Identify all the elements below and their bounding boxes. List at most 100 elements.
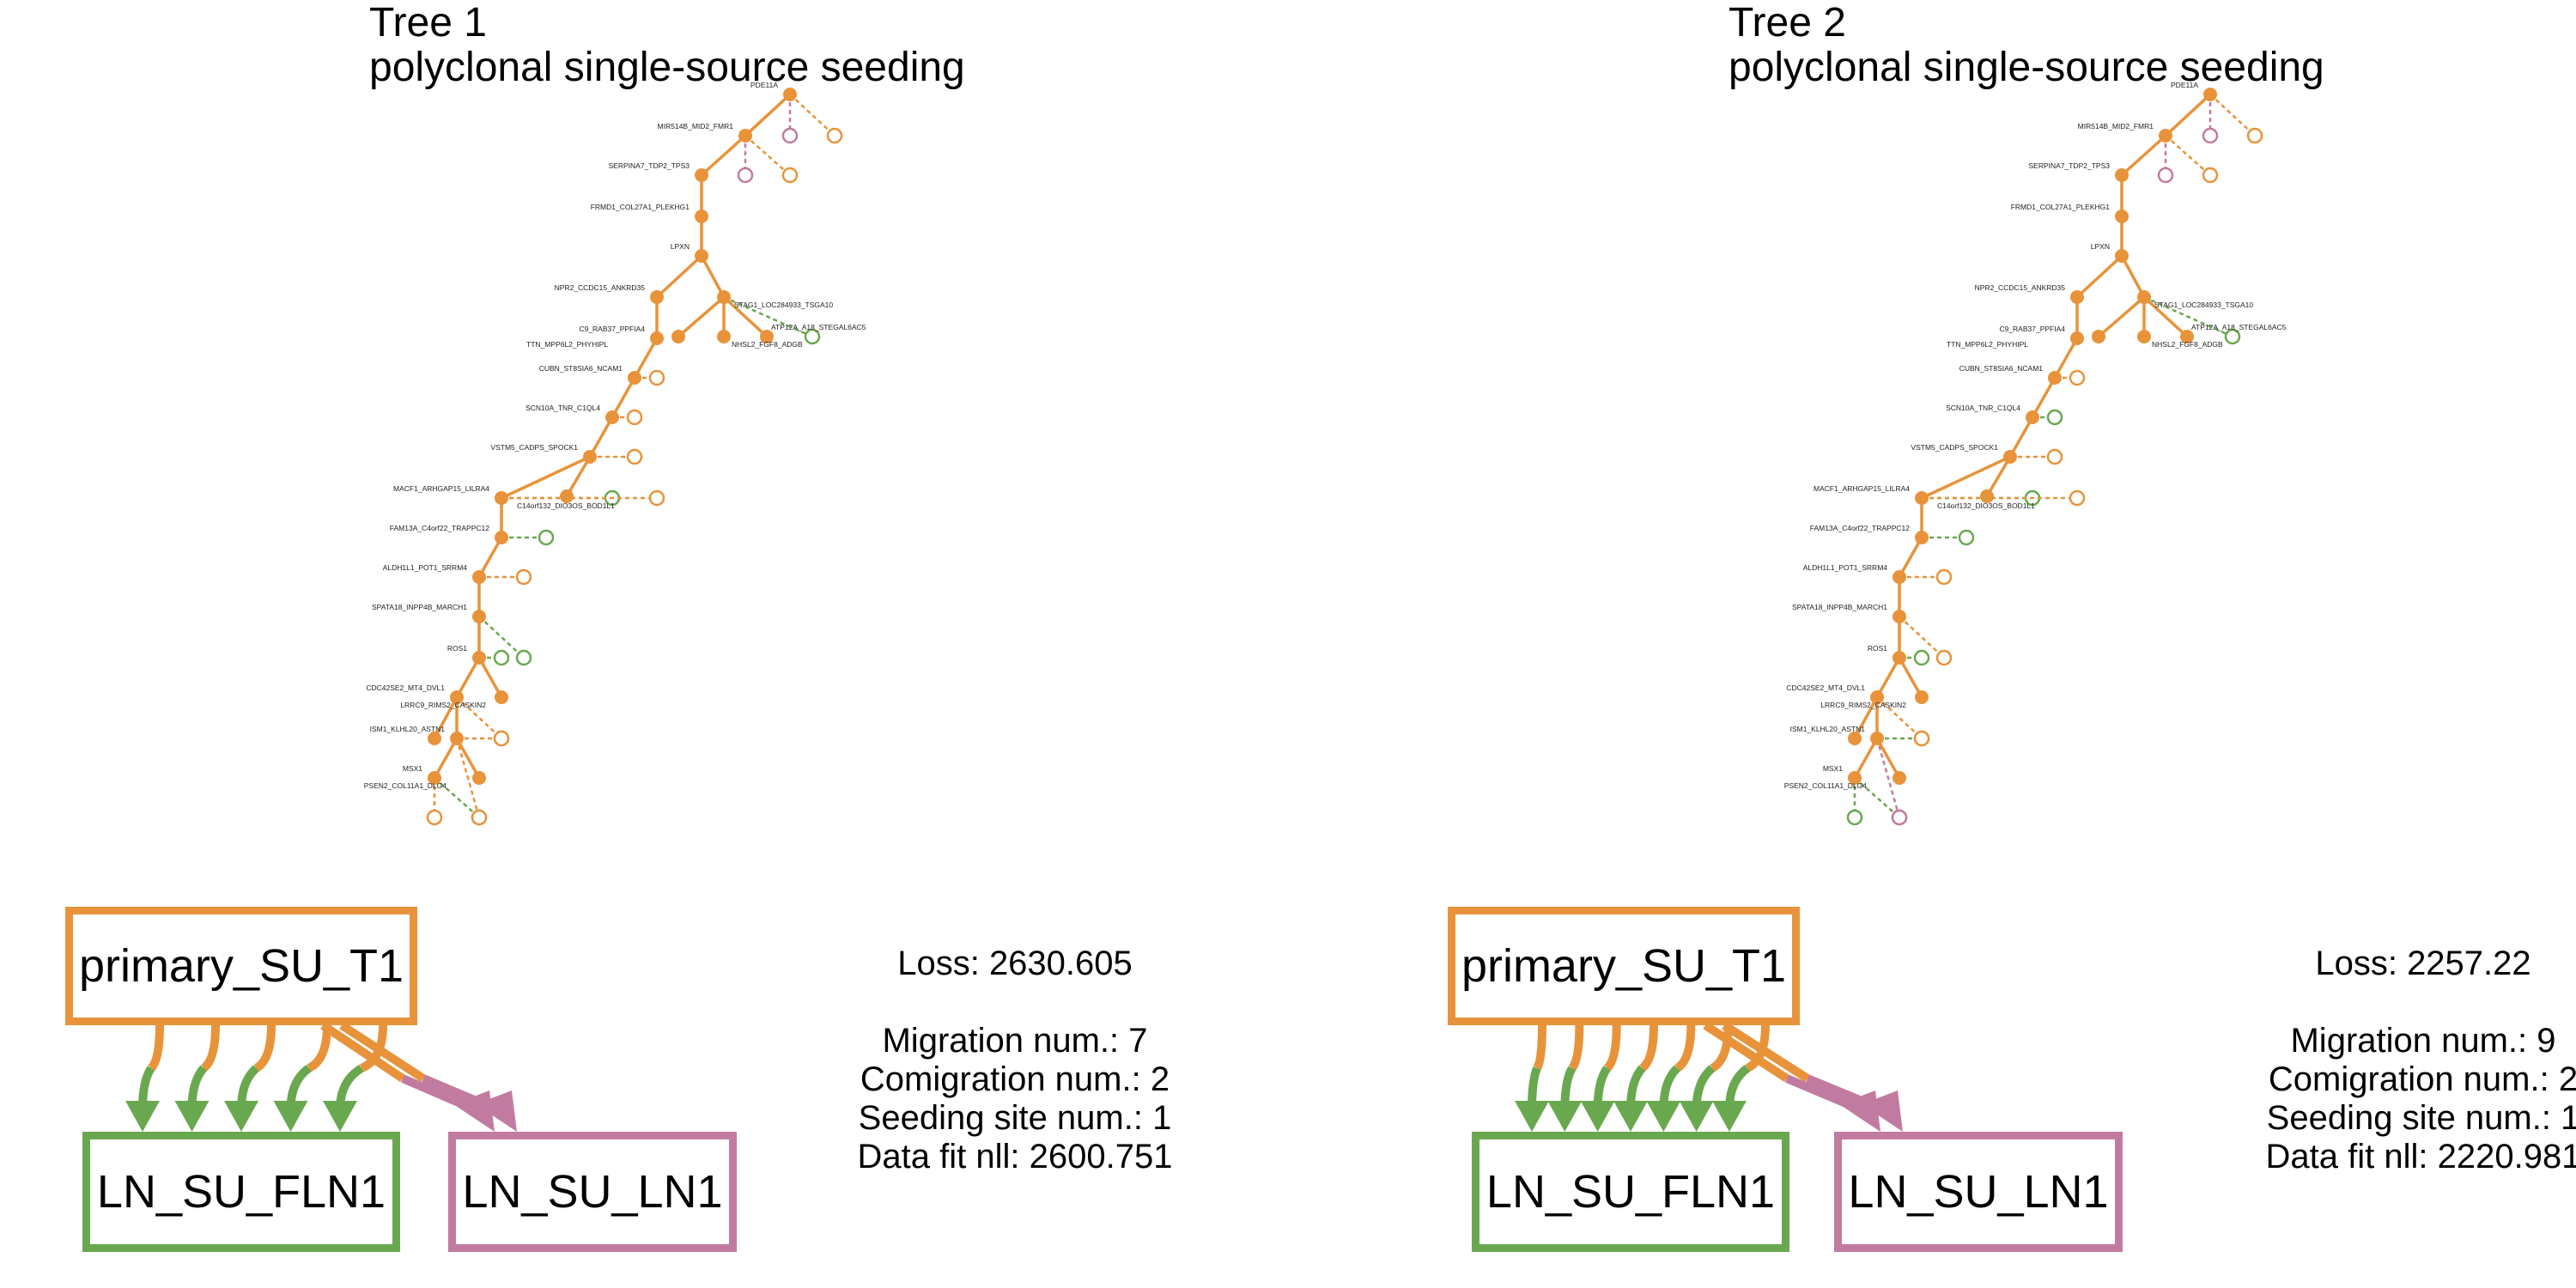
clone-label: ROS1: [447, 644, 467, 653]
clone-node: [2026, 410, 2039, 424]
leaf-node: [1891, 809, 1908, 826]
migration-edge: [200, 1024, 220, 1072]
clone-label: FAM13A_C4orf22_TRAPPC12: [1810, 524, 1910, 532]
tree-dashed-edge: [1899, 616, 1945, 659]
clone-label: MACF1_ARHGAP15_LILRA4: [1814, 484, 1910, 493]
leaf-node: [426, 809, 443, 826]
clone-node: [2115, 249, 2129, 263]
clone-node: [695, 210, 708, 223]
clone-node: [472, 610, 486, 623]
clone-node: [1893, 610, 1906, 623]
loss-value: Loss: 2630.605: [897, 945, 1133, 982]
tree-edge: [744, 93, 792, 137]
clone-node: [695, 168, 708, 182]
leaf-node: [2069, 489, 2086, 507]
clone-node: [717, 330, 731, 343]
arrowhead: [174, 1101, 210, 1132]
arrowhead: [1862, 1091, 1903, 1132]
tree-edge: [2053, 337, 2079, 379]
leaf-node: [781, 127, 799, 144]
clone-node: [472, 771, 486, 785]
data-fit-nll: Data fit nll: 2600.751: [857, 1138, 1173, 1176]
arrowhead: [125, 1101, 160, 1132]
tree-dashed-edge: [2165, 135, 2211, 176]
clone-label: C9_RAB37_PPFIA4: [1999, 325, 2065, 333]
migration-num: Migration num.: 7: [882, 1022, 1148, 1060]
clone-label: NPR2_CCDC15_ANKRD35: [1975, 283, 2066, 292]
tree-panel-2: Tree 2 polyclonal single-source seeding …: [1288, 0, 2576, 1288]
clone-node: [783, 88, 797, 101]
clone-label: LRRC9_RIMS2_CASKIN2: [1820, 701, 1906, 709]
leaf-node: [804, 328, 821, 345]
clone-node: [738, 129, 752, 143]
clone-node: [1848, 771, 1862, 785]
loss-value: Loss: 2257.22: [2315, 945, 2531, 982]
clone-label: MIR514B_MID2_FMR1: [658, 122, 734, 131]
clone-label: PSEN2_COL11A1_DLG4: [1784, 781, 1868, 790]
clone-label: ALDH1L1_POT1_SRRM4: [383, 563, 468, 572]
clone-label: STAG1_LOC284933_TSGA10: [734, 301, 833, 309]
tree-subtitle: polyclonal single-source seeding: [369, 45, 965, 90]
clone-node: [560, 489, 574, 503]
leaf-node: [626, 448, 643, 465]
migration-edge: [1674, 1024, 1696, 1072]
clone-node: [2137, 330, 2151, 343]
leaf-node: [2202, 127, 2219, 144]
tree-edge: [2008, 416, 2034, 458]
leaf-node: [2246, 127, 2263, 144]
clone-label: NPR2_CCDC15_ANKRD35: [555, 283, 646, 292]
clone-label: LRRC9_RIMS2_CASKIN2: [400, 701, 486, 709]
tree-edge: [1875, 738, 1901, 779]
migration-edge: [1639, 1024, 1658, 1072]
clone-label: C9_RAB37_PPFIA4: [579, 325, 645, 333]
tree-edge: [677, 295, 726, 338]
clone-node: [1870, 690, 1884, 704]
leaf-node: [648, 489, 665, 507]
arrowhead: [476, 1091, 517, 1132]
migration-edge: [1533, 1024, 1546, 1071]
tree-edge: [700, 134, 747, 177]
clone-node: [760, 330, 774, 343]
tree-edge: [1853, 696, 1879, 739]
clone-node: [495, 690, 508, 704]
clone-node: [428, 771, 441, 785]
migration-edge: [339, 1021, 426, 1083]
clone-node: [2070, 331, 2084, 345]
clone-label: ISM1_KLHL20_ASTN1: [1790, 725, 1866, 733]
tree-edge: [2164, 93, 2212, 137]
leaf-node: [1846, 809, 1863, 826]
tree-edge: [2142, 295, 2189, 338]
leaf-node: [2069, 369, 2086, 386]
tree-edge: [1898, 537, 1923, 578]
data-fit-nll: Data fit nll: 2220.981: [2265, 1138, 2576, 1176]
clone-node: [450, 690, 464, 704]
clone-label: VSTM5_CADPS_SPOCK1: [1911, 443, 1998, 452]
tree-edge: [1921, 455, 2011, 500]
arrowhead: [1515, 1101, 1549, 1132]
clone-node: [2137, 290, 2151, 304]
clone-node: [650, 290, 664, 304]
tree-title: Tree 1: [369, 0, 487, 46]
clone-label: SPATA18_INPP4B_MARCH1: [372, 603, 467, 611]
migration-edge: [1603, 1024, 1621, 1072]
clone-node: [495, 531, 508, 544]
clone-label: PDE11A: [2171, 81, 2198, 89]
clone-label: TTN_MPP6L2_PHYHIPL: [1947, 340, 2028, 349]
seeding-site-num: Seeding site num.: 1: [858, 1099, 1172, 1137]
tree-edge: [633, 337, 659, 379]
migration-edge: [148, 1024, 164, 1072]
clone-node: [2203, 88, 2217, 101]
clone-label: CDC42SE2_MT4_DVL1: [366, 683, 445, 692]
clone-node: [2048, 371, 2062, 385]
clone-node: [1915, 690, 1929, 704]
tree-edge: [433, 738, 459, 779]
clone-node: [428, 732, 441, 745]
clone-label: C14orf132_DIO3OS_BOD1L1: [517, 501, 615, 510]
clone-node: [1915, 491, 1929, 505]
leaf-node: [493, 730, 510, 747]
clone-label: FRMD1_COL27A1_PLEKHG1: [591, 203, 690, 211]
fln-site-node: LN_SU_FLN1: [1472, 1132, 1789, 1252]
clone-node: [2092, 330, 2105, 343]
comigration-num: Comigration num.: 2: [2268, 1060, 2576, 1098]
clone-label: SPATA18_INPP4B_MARCH1: [1792, 603, 1887, 611]
